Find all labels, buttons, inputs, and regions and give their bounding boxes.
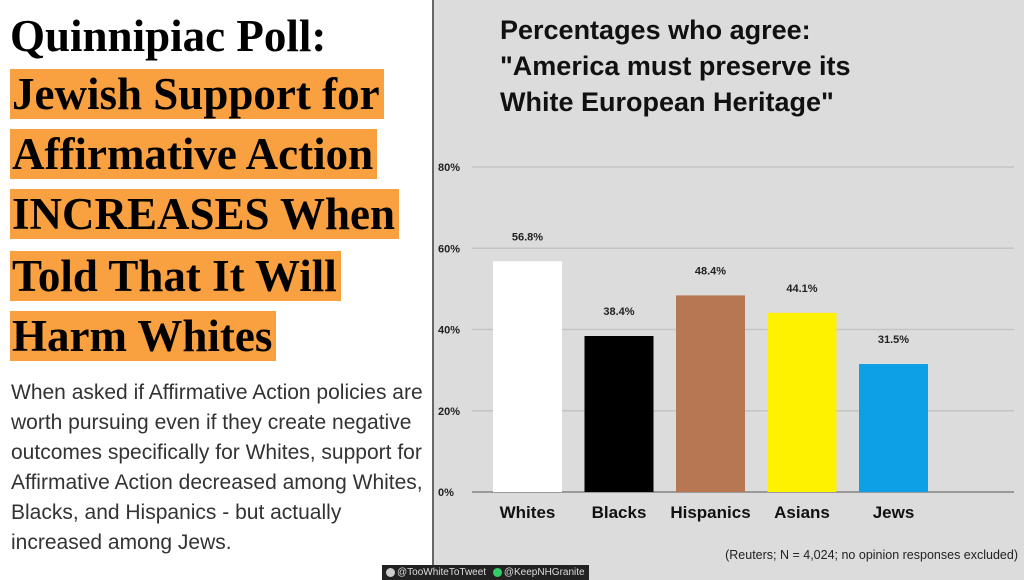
chart-panel: Percentages who agree: "America must pre… xyxy=(432,0,1024,580)
bar-blacks xyxy=(584,336,654,492)
bar-whites xyxy=(493,261,562,492)
chat-icon xyxy=(492,567,502,577)
data-label: 56.8% xyxy=(512,231,543,243)
data-label: 48.4% xyxy=(695,265,726,277)
data-label: 44.1% xyxy=(786,283,817,295)
y-tick-label: 40% xyxy=(438,325,460,337)
poll-title: Quinnipiac Poll: xyxy=(10,11,327,61)
x-tick-label: Jews xyxy=(873,503,915,522)
x-tick-label: Blacks xyxy=(592,503,647,522)
data-label: 38.4% xyxy=(603,306,634,318)
bar-jews xyxy=(859,364,928,492)
y-tick-label: 0% xyxy=(438,487,454,499)
headline-line: Affirmative Action xyxy=(10,129,378,179)
x-tick-label: Hispanics xyxy=(670,503,750,522)
credits-bar: @TooWhiteToTweet @KeepNHGranite xyxy=(382,565,589,580)
y-tick-label: 60% xyxy=(438,243,460,255)
chart-title-line: "America must preserve its xyxy=(500,51,851,81)
y-tick-label: 80% xyxy=(438,162,460,174)
chart-title-line: Percentages who agree: xyxy=(500,15,811,45)
chart-title-line: White European Heritage" xyxy=(500,87,834,117)
bar-hispanics xyxy=(676,295,745,492)
bar-asians xyxy=(767,312,837,492)
twitter-icon xyxy=(386,567,395,577)
source-note: (Reuters; N = 4,024; no opinion response… xyxy=(725,548,1018,562)
data-label: 31.5% xyxy=(878,334,909,346)
bar-chart: 0% 20% 40% 60% 80% 56.8% Whites 38.4% Blacks 48.4… xyxy=(438,162,1014,522)
x-tick-label: Whites xyxy=(500,503,556,522)
body-text: When asked if Affirmative Action policie… xyxy=(11,381,423,554)
headline-line: Told That It Will xyxy=(10,251,341,301)
headline-line: INCREASES When xyxy=(10,189,400,239)
credit-twitter: @TooWhiteToTweet xyxy=(397,567,487,578)
chart-title: Percentages who agree: "America must pre… xyxy=(500,12,850,120)
x-tick-label: Asians xyxy=(774,503,830,522)
left-panel: Quinnipiac Poll: Jewish Support for Affi… xyxy=(0,0,432,580)
headline-line: Jewish Support for xyxy=(10,69,384,119)
headline-line: Harm Whites xyxy=(10,311,277,361)
credit-other: @KeepNHGranite xyxy=(503,567,585,578)
y-tick-label: 20% xyxy=(438,406,460,418)
